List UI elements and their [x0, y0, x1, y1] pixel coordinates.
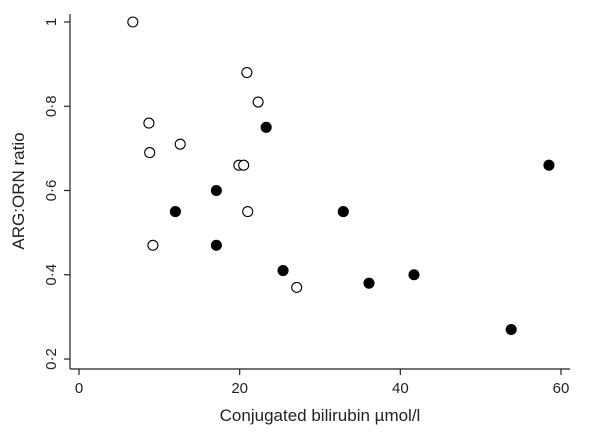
filled-data-point [260, 121, 272, 133]
y-tick-label: 0·2 [43, 348, 60, 370]
filled-data-point [337, 206, 349, 218]
filled-data-point [210, 239, 222, 251]
open-data-point [241, 67, 253, 79]
open-data-point [252, 96, 264, 108]
filled-data-point [210, 184, 222, 197]
filled-data-point [408, 269, 420, 281]
filled-data-point [363, 277, 375, 289]
x-axis-label: Conjugated bilirubin µmol/l [220, 406, 421, 425]
y-tick-label: 0·6 [43, 180, 60, 202]
x-tick-label: 0 [75, 380, 83, 397]
y-axis-label: ARG:ORN ratio [9, 132, 28, 249]
open-data-point [238, 159, 250, 171]
open-data-point [291, 281, 303, 293]
x-tick-label: 60 [553, 380, 570, 397]
open-data-point [174, 138, 186, 150]
y-tick-label: 0·4 [43, 264, 60, 286]
open-data-point [143, 117, 155, 129]
open-data-point [147, 239, 159, 251]
open-data-point [127, 16, 139, 28]
open-data-point [242, 206, 254, 218]
y-tick-label: 0·8 [43, 95, 60, 117]
x-tick-label: 20 [231, 380, 248, 397]
filled-data-point [169, 206, 181, 218]
filled-data-point [277, 264, 289, 277]
y-tick-label: 1 [43, 18, 60, 26]
x-tick-label: 40 [392, 380, 409, 397]
filled-data-point [505, 323, 517, 336]
filled-data-point [543, 159, 555, 171]
open-data-point [144, 147, 156, 159]
